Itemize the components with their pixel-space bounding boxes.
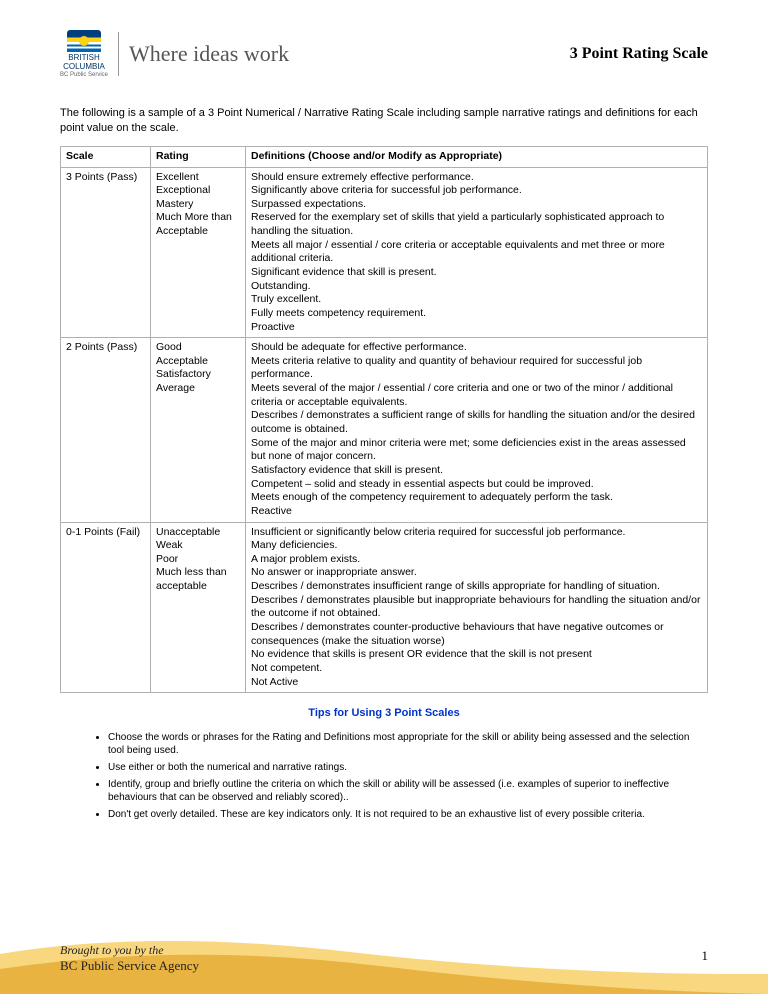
- intro-paragraph: The following is a sample of a 3 Point N…: [60, 106, 708, 136]
- cell-scale: 0-1 Points (Fail): [61, 522, 151, 693]
- page-number: 1: [702, 948, 709, 964]
- cell-rating: Excellent Exceptional Mastery Much More …: [151, 167, 246, 338]
- tips-item: Choose the words or phrases for the Rati…: [108, 731, 698, 757]
- org-line3: BC Public Service: [60, 72, 108, 79]
- footer-text: Brought to you by the BC Public Service …: [60, 943, 199, 974]
- org-line2: COLUMBIA: [63, 63, 105, 72]
- tips-heading: Tips for Using 3 Point Scales: [60, 707, 708, 719]
- content-area: BRITISH COLUMBIA BC Public Service Where…: [0, 0, 768, 821]
- header-rating: Rating: [151, 146, 246, 167]
- rating-table: Scale Rating Definitions (Choose and/or …: [60, 146, 708, 693]
- tips-list: Choose the words or phrases for the Rati…: [60, 731, 708, 821]
- header-scale: Scale: [61, 146, 151, 167]
- cell-rating: Unacceptable Weak Poor Much less than ac…: [151, 522, 246, 693]
- tips-item: Identify, group and briefly outline the …: [108, 778, 698, 804]
- bc-logo: BRITISH COLUMBIA BC Public Service: [60, 30, 108, 78]
- document-title: 3 Point Rating Scale: [570, 45, 708, 63]
- cell-rating: Good Acceptable Satisfactory Average: [151, 338, 246, 522]
- tagline: Where ideas work: [129, 41, 289, 67]
- header-definitions: Definitions (Choose and/or Modify as App…: [246, 146, 708, 167]
- logo-block: BRITISH COLUMBIA BC Public Service Where…: [60, 30, 289, 78]
- table-row: 0-1 Points (Fail) Unacceptable Weak Poor…: [61, 522, 708, 693]
- table-row: 3 Points (Pass) Excellent Exceptional Ma…: [61, 167, 708, 338]
- cell-definitions: Insufficient or significantly below crit…: [246, 522, 708, 693]
- cell-definitions: Should be adequate for effective perform…: [246, 338, 708, 522]
- header-row: BRITISH COLUMBIA BC Public Service Where…: [60, 30, 708, 78]
- cell-scale: 2 Points (Pass): [61, 338, 151, 522]
- footer-agency: BC Public Service Agency: [60, 958, 199, 974]
- cell-definitions: Should ensure extremely effective perfor…: [246, 167, 708, 338]
- tips-item: Don't get overly detailed. These are key…: [108, 808, 698, 821]
- footer-brought: Brought to you by the: [60, 943, 199, 958]
- footer: Brought to you by the BC Public Service …: [0, 924, 768, 994]
- document-page: BRITISH COLUMBIA BC Public Service Where…: [0, 0, 768, 994]
- table-row: 2 Points (Pass) Good Acceptable Satisfac…: [61, 338, 708, 522]
- bc-flag-icon: [67, 30, 101, 52]
- tips-item: Use either or both the numerical and nar…: [108, 761, 698, 774]
- cell-scale: 3 Points (Pass): [61, 167, 151, 338]
- table-header-row: Scale Rating Definitions (Choose and/or …: [61, 146, 708, 167]
- logo-divider: [118, 32, 119, 76]
